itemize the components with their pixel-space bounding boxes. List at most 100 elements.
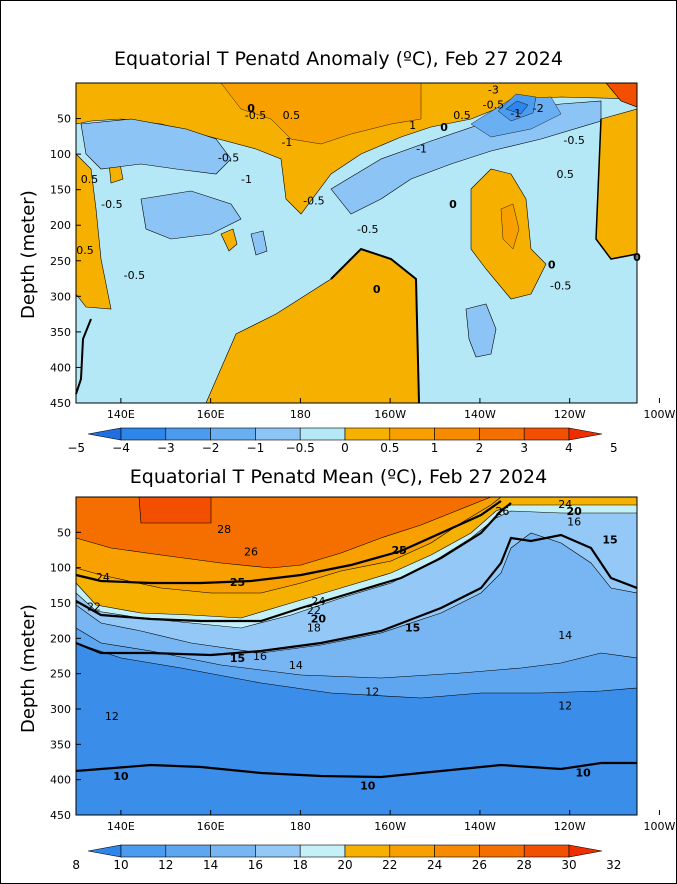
colorbar-segment bbox=[344, 844, 391, 858]
y-tick-label: 300 bbox=[50, 703, 71, 716]
x-tick-label: 160E bbox=[197, 820, 225, 833]
contour-label: -1 bbox=[416, 142, 427, 155]
contour-line bbox=[75, 533, 638, 657]
contour-region bbox=[220, 228, 238, 252]
colorbar-label: 14 bbox=[203, 858, 218, 872]
x-tick-label: 140W bbox=[464, 820, 496, 833]
contour-region bbox=[500, 203, 520, 250]
colorbar-label: 0.5 bbox=[380, 441, 399, 455]
y-tick-label: 100 bbox=[50, 562, 71, 575]
chart-title-mean: Equatorial T Penatd Mean (ºC), Feb 27 20… bbox=[129, 466, 548, 488]
contour-label: 15 bbox=[602, 533, 617, 546]
contour-label: -0.5 bbox=[563, 134, 584, 147]
contour-label: -0.5 bbox=[483, 98, 504, 111]
colorbar-label: 32 bbox=[606, 858, 621, 872]
x-tick-label: 120W bbox=[554, 408, 586, 421]
contour-label: -0.5 bbox=[124, 269, 145, 282]
contour-label: 14 bbox=[289, 659, 303, 672]
colorbar-segment bbox=[523, 844, 570, 858]
colorbar-arrow-left bbox=[87, 844, 122, 858]
colorbar-segment bbox=[479, 427, 525, 441]
colorbar-arrow-right bbox=[568, 844, 603, 858]
y-tick-label: 300 bbox=[50, 290, 71, 303]
colorbar-label: 10 bbox=[113, 858, 128, 872]
colorbar-segment bbox=[389, 427, 435, 441]
x-tick-label: 160W bbox=[374, 408, 406, 421]
y-tick-label: 200 bbox=[50, 219, 71, 232]
contour-line bbox=[75, 318, 92, 395]
colorbar-segment bbox=[255, 844, 301, 858]
x-tick-label: 160E bbox=[197, 408, 225, 421]
colorbar-label: 18 bbox=[293, 858, 308, 872]
contour-label: 12 bbox=[558, 699, 572, 712]
contour-label: -3 bbox=[488, 83, 499, 96]
colorbar-label: 30 bbox=[561, 858, 576, 872]
colorbar-label: −5 bbox=[67, 441, 85, 455]
contour-label: 24 bbox=[311, 595, 325, 608]
contour-label: 10 bbox=[575, 767, 591, 780]
contour-label: 12 bbox=[105, 710, 119, 723]
contour-label: 25 bbox=[391, 544, 406, 557]
contour-line bbox=[75, 502, 512, 623]
colorbar-segment bbox=[389, 844, 435, 858]
y-tick-label: 200 bbox=[50, 632, 71, 645]
contour-label: 10 bbox=[360, 779, 376, 792]
colorbar-label: 12 bbox=[158, 858, 173, 872]
contour-label: 0 bbox=[449, 198, 457, 211]
contour-label: 15 bbox=[405, 622, 420, 635]
colorbar-label: 28 bbox=[517, 858, 532, 872]
x-tick-label: 140W bbox=[464, 408, 496, 421]
contour-label: 0.5 bbox=[556, 168, 574, 181]
contour-region bbox=[138, 496, 212, 524]
y-tick-label: 150 bbox=[50, 597, 71, 610]
contour-label: 16 bbox=[253, 650, 267, 663]
colorbar-segment bbox=[434, 427, 480, 441]
colorbar-label: −2 bbox=[202, 441, 220, 455]
colorbar-segment bbox=[523, 427, 570, 441]
contour-line bbox=[330, 247, 420, 404]
colorbar-label: 22 bbox=[382, 858, 397, 872]
contour-region bbox=[505, 100, 529, 115]
contour-label: 16 bbox=[567, 516, 581, 529]
contour-label: -0.5 bbox=[218, 152, 239, 165]
contour-label: 28 bbox=[217, 523, 231, 536]
colorbar-segment bbox=[165, 844, 211, 858]
contour-label: -1 bbox=[510, 107, 521, 120]
contour-region bbox=[250, 230, 268, 256]
colorbar-segment bbox=[344, 427, 391, 441]
colorbar-segment bbox=[120, 427, 167, 441]
contour-label: 0 bbox=[633, 251, 641, 264]
x-tick-label: 140E bbox=[107, 820, 135, 833]
contour-line bbox=[595, 118, 638, 260]
contour-label: -0.5 bbox=[101, 198, 122, 211]
contour-label: 0 bbox=[440, 121, 448, 134]
contour-label: 0 bbox=[247, 102, 255, 115]
x-tick-label: 140E bbox=[107, 408, 135, 421]
plot-frame bbox=[75, 496, 638, 816]
contour-label: 1 bbox=[409, 119, 416, 132]
colorbar-label: 4 bbox=[565, 441, 573, 455]
contour-region bbox=[595, 108, 638, 260]
colorbar-segment bbox=[299, 844, 346, 858]
contour-region bbox=[140, 190, 242, 240]
colorbar-label: −0.5 bbox=[286, 441, 315, 455]
contour-line bbox=[75, 761, 637, 779]
colorbar-label: 16 bbox=[248, 858, 263, 872]
contour-label: 25 bbox=[230, 576, 245, 589]
y-tick-label: 150 bbox=[50, 184, 71, 197]
colorbar-label: 26 bbox=[472, 858, 487, 872]
y-tick-label: 350 bbox=[50, 326, 71, 339]
colorbar-segment bbox=[120, 844, 167, 858]
contour-label: 0.5 bbox=[76, 244, 94, 257]
contour-label: -0.5 bbox=[357, 223, 378, 236]
y-tick-label: 400 bbox=[50, 361, 71, 374]
plot-frame bbox=[75, 82, 638, 404]
x-tick-label: 100W bbox=[644, 820, 676, 833]
x-tick-label: 160W bbox=[374, 820, 406, 833]
contour-label: 24 bbox=[96, 571, 110, 584]
colorbar-label: 0 bbox=[341, 441, 349, 455]
contour-label: 26 bbox=[244, 545, 258, 558]
chart-title-anomaly: Equatorial T Penatd Anomaly (ºC), Feb 27… bbox=[114, 48, 563, 70]
colorbar-label: −4 bbox=[112, 441, 130, 455]
